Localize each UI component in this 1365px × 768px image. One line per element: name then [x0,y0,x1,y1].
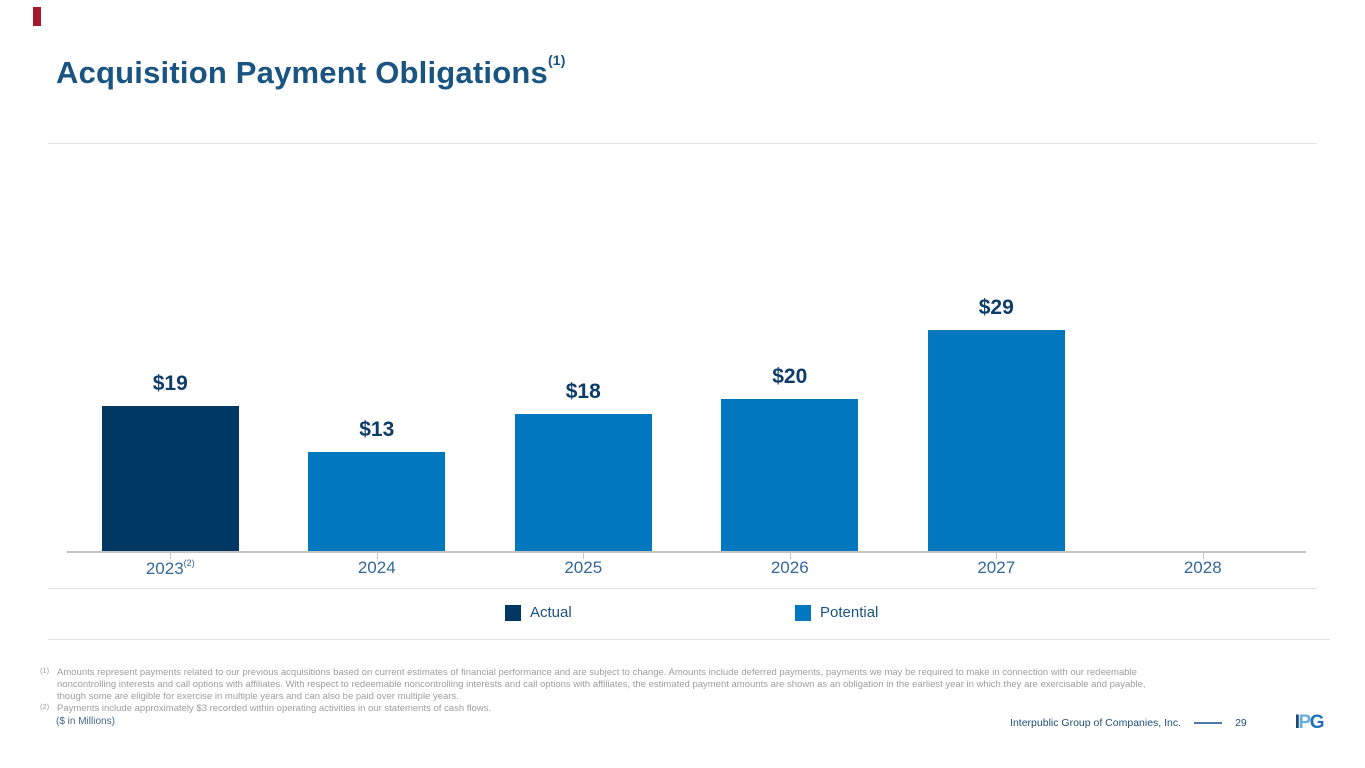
footnotes: (1) Amounts represent payments related t… [40,666,1152,715]
title-divider [48,143,1317,144]
red-accent-bar [33,7,41,26]
bar-2026 [721,399,859,551]
chart-column-2026: $20 [687,298,894,553]
footer: Interpublic Group of Companies, Inc. 29 … [1010,712,1325,734]
x-axis-label-2023: 2023(2) [67,558,274,579]
legend-swatch-potential [795,604,811,621]
bar-chart: $19 2023(2) $13 2024 $18 2025 $20 2026 $29 2027 20… [67,296,1307,578]
x-axis-label-2024: 2024 [274,558,481,578]
x-axis-line [67,551,1306,553]
x-axis-label-2025: 2025 [480,558,687,578]
bar-value-label-2025: $18 [565,380,601,403]
x-axis-tick [789,553,791,559]
legend-label-actual: Actual [530,604,572,621]
bar-value-label-2024: $13 [359,418,395,441]
bar-2027 [927,330,1065,551]
ipg-logo-letter-G: G [1309,712,1325,733]
ipg-logo-letter-P: P [1298,712,1312,733]
legend-divider-top [48,588,1317,589]
page-title-text: Acquisition Payment Obligations [56,55,548,90]
footnote-2: (2) Payments include approximately $3 re… [40,702,1152,715]
bar-2024 [308,452,446,551]
chart-column-2024: $13 [274,298,481,553]
chart-column-2027: $29 [893,296,1100,553]
x-axis-tick [996,553,998,559]
footer-separator-line [1194,722,1223,724]
x-axis-tick [583,553,585,559]
company-name: Interpublic Group of Companies, Inc. [1010,717,1182,729]
x-axis-tick [170,553,172,559]
x-axis-label-2028: 2028 [1100,558,1307,578]
footnote-1-marker: (1) [40,666,50,675]
ipg-logo: IPG [1294,712,1325,734]
x-axis-label-text: 2026 [770,558,809,577]
legend-swatch-actual [505,604,521,621]
bar-value-label-2027: $29 [978,296,1014,319]
bar-value-label-2026: $20 [772,365,808,388]
legend-item-potential: Potential [795,604,878,621]
chart-column-2023: $19 [67,298,274,553]
x-axis-label-text: 2027 [977,558,1016,577]
legend-label-potential: Potential [820,604,879,621]
legend-item-actual: Actual [505,604,572,621]
footnote-1: (1) Amounts represent payments related t… [40,666,1152,703]
x-axis-label-2026: 2026 [687,558,894,578]
x-axis-label-text: 2023 [145,559,184,578]
x-axis-label-superscript: (2) [183,558,195,568]
footnote-2-marker: (2) [40,702,50,711]
footnote-1-text: Amounts represent payments related to ou… [57,667,1146,702]
ipg-logo-letter-I: I [1294,712,1300,733]
units-note: ($ in Millions) [56,716,115,727]
x-axis-label-2027: 2027 [893,558,1100,578]
bar-2025 [514,414,652,551]
chart-column-2025: $18 [480,298,687,553]
chart-column-2028 [1100,298,1307,553]
x-axis-label-text: 2028 [1183,558,1222,577]
x-axis-tick [1202,553,1204,559]
page-number: 29 [1235,717,1247,729]
page-title: Acquisition Payment Obligations(1) [56,52,566,91]
legend-divider-bottom [48,639,1330,640]
footnote-2-text: Payments include approximately $3 record… [57,703,492,714]
x-axis-tick [376,553,378,559]
bar-value-label-2023: $19 [152,372,188,395]
bar-2023 [101,406,239,551]
x-axis-label-text: 2025 [564,558,603,577]
title-footnote-superscript: (1) [547,52,566,68]
x-axis-label-text: 2024 [357,558,396,577]
